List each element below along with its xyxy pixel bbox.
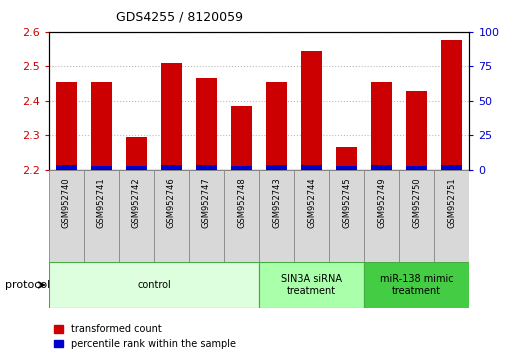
Bar: [301, 51, 322, 170]
Bar: [371, 165, 392, 170]
Bar: [364, 170, 399, 262]
Bar: [196, 165, 217, 170]
Bar: [84, 170, 119, 262]
Text: GSM952749: GSM952749: [377, 177, 386, 228]
Text: GSM952746: GSM952746: [167, 177, 176, 228]
Bar: [154, 170, 189, 262]
Bar: [161, 63, 182, 170]
Bar: [336, 148, 357, 170]
Text: SIN3A siRNA
treatment: SIN3A siRNA treatment: [281, 274, 342, 296]
Bar: [441, 165, 462, 170]
Text: GSM952742: GSM952742: [132, 177, 141, 228]
Bar: [406, 91, 427, 170]
Bar: [259, 262, 364, 308]
Bar: [301, 165, 322, 170]
Bar: [231, 106, 252, 170]
Text: GDS4255 / 8120059: GDS4255 / 8120059: [116, 11, 243, 24]
Bar: [196, 79, 217, 170]
Text: GSM952740: GSM952740: [62, 177, 71, 228]
Bar: [119, 170, 154, 262]
Bar: [336, 166, 357, 170]
Bar: [266, 82, 287, 170]
Bar: [189, 170, 224, 262]
Bar: [406, 166, 427, 170]
Bar: [126, 166, 147, 170]
Bar: [91, 82, 112, 170]
Text: control: control: [137, 280, 171, 290]
Text: GSM952750: GSM952750: [412, 177, 421, 228]
Bar: [49, 170, 84, 262]
Bar: [329, 170, 364, 262]
Text: GSM952743: GSM952743: [272, 177, 281, 228]
Bar: [399, 170, 435, 262]
Bar: [364, 262, 469, 308]
Text: GSM952748: GSM952748: [237, 177, 246, 228]
Text: GSM952741: GSM952741: [97, 177, 106, 228]
Legend: transformed count, percentile rank within the sample: transformed count, percentile rank withi…: [53, 324, 236, 349]
Bar: [371, 82, 392, 170]
Bar: [224, 170, 259, 262]
Bar: [259, 170, 294, 262]
Bar: [266, 165, 287, 170]
Bar: [56, 165, 77, 170]
Text: protocol: protocol: [5, 280, 50, 290]
Text: miR-138 mimic
treatment: miR-138 mimic treatment: [380, 274, 453, 296]
Bar: [56, 82, 77, 170]
Text: GSM952745: GSM952745: [342, 177, 351, 228]
Bar: [441, 40, 462, 170]
Text: GSM952744: GSM952744: [307, 177, 316, 228]
Bar: [435, 170, 469, 262]
Text: GSM952747: GSM952747: [202, 177, 211, 228]
Bar: [161, 165, 182, 170]
Bar: [91, 166, 112, 170]
Bar: [294, 170, 329, 262]
Bar: [231, 166, 252, 170]
Bar: [126, 137, 147, 170]
Bar: [49, 262, 259, 308]
Text: GSM952751: GSM952751: [447, 177, 457, 228]
